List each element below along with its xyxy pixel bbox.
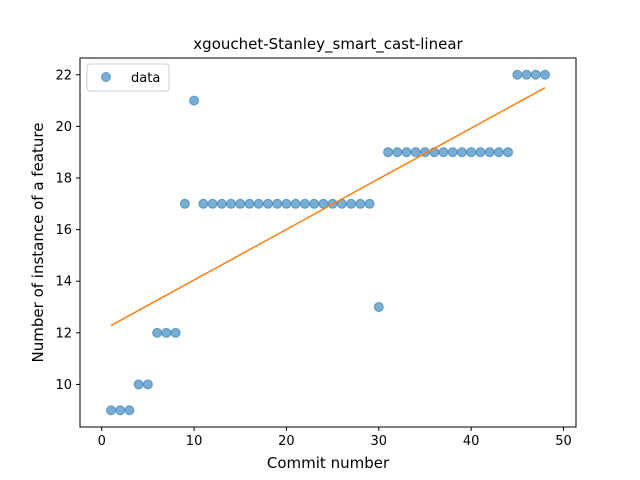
data-point [189,95,200,106]
data-point [198,198,209,209]
data-point [142,379,153,390]
data-point [521,69,532,80]
data-point [226,198,237,209]
data-point [115,405,126,416]
y-tick-label: 14 [55,275,72,290]
y-tick-label: 10 [55,378,72,393]
data-point [503,147,514,158]
data-point [281,198,292,209]
data-point [438,147,449,158]
data-point [290,198,301,209]
x-tick-label: 10 [186,434,203,449]
data-point [105,405,116,416]
y-tick-label: 22 [55,68,72,83]
data-point [244,198,255,209]
data-point [235,198,246,209]
legend-frame [86,63,170,92]
x-tick-label: 0 [98,434,106,449]
data-point [410,147,421,158]
x-axis-label: Commit number [267,454,390,472]
y-tick-label: 20 [55,120,72,135]
data-point [540,69,551,80]
data-point [475,147,486,158]
y-axis-label: Number of instance of a feature [29,123,47,363]
data-point [170,327,181,338]
y-tick-label: 18 [55,171,72,186]
x-tick-label: 30 [371,434,388,449]
data-point [152,327,163,338]
legend: data [86,63,170,92]
data-point [124,405,135,416]
x-tick-label: 50 [555,434,572,449]
y-tick-label: 12 [55,326,72,341]
data-point [447,147,458,158]
data-point [272,198,283,209]
data-point [530,69,541,80]
chart-title: xgouchet-Stanley_smart_cast-linear [193,35,463,54]
data-point [299,198,310,209]
y-tick-label: 16 [55,223,72,238]
legend-label: data [131,71,160,86]
x-tick-label: 20 [278,434,295,449]
data-point [373,302,384,313]
legend-marker [101,72,111,82]
data-point [207,198,218,209]
data-point [262,198,273,209]
data-point [392,147,403,158]
plot-frame [79,57,577,428]
data-point [401,147,412,158]
data-point [466,147,477,158]
data-point [364,198,375,209]
data-point [484,147,495,158]
data-point [512,69,523,80]
trend-line [110,87,546,327]
data-point [355,198,366,209]
data-point [161,327,172,338]
data-point [383,147,394,158]
data-point [253,198,264,209]
plot-area: 0 10 20 30 40 50 10 12 14 16 18 20 22 [55,68,571,449]
data-point [493,147,504,158]
data-point [309,198,320,209]
data-point [456,147,467,158]
data-point [346,198,357,209]
data-point [133,379,144,390]
x-tick-label: 40 [463,434,480,449]
data-point [179,198,190,209]
data-point [216,198,227,209]
